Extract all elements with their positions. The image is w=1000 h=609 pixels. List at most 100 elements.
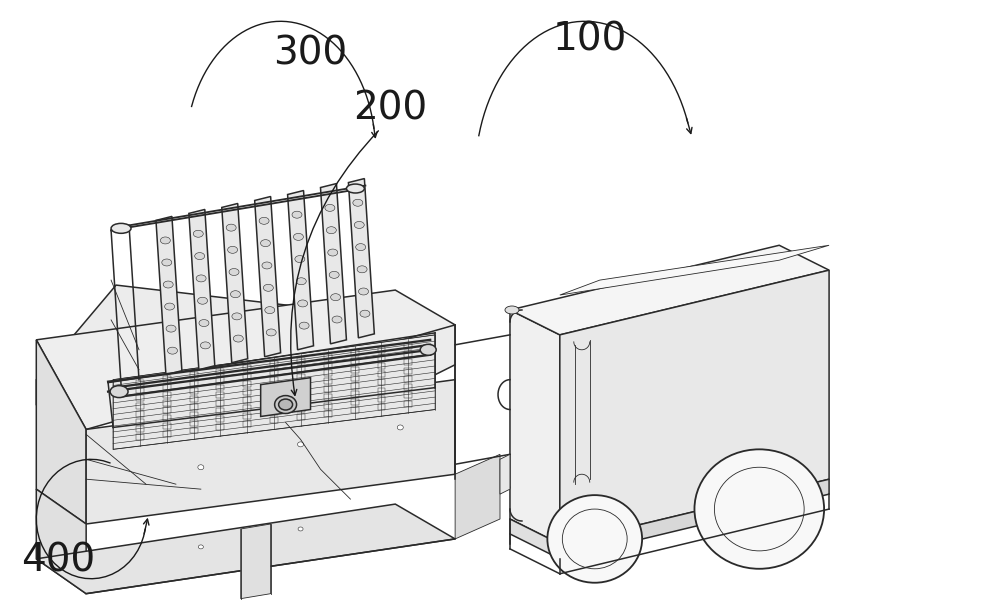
- Bar: [404, 351, 412, 357]
- Ellipse shape: [262, 262, 272, 269]
- Bar: [351, 358, 359, 364]
- Polygon shape: [36, 504, 455, 594]
- Bar: [297, 382, 305, 388]
- Bar: [297, 357, 305, 364]
- Polygon shape: [510, 245, 829, 335]
- Ellipse shape: [353, 199, 363, 206]
- Bar: [404, 368, 412, 373]
- Ellipse shape: [200, 342, 210, 349]
- Bar: [324, 378, 332, 384]
- Polygon shape: [189, 209, 215, 370]
- Ellipse shape: [111, 224, 131, 233]
- Bar: [297, 365, 305, 371]
- Ellipse shape: [232, 313, 242, 320]
- Bar: [378, 363, 385, 369]
- Ellipse shape: [233, 335, 243, 342]
- Ellipse shape: [359, 288, 369, 295]
- Bar: [351, 383, 359, 389]
- Ellipse shape: [420, 344, 436, 355]
- Bar: [243, 373, 251, 379]
- Bar: [136, 387, 144, 393]
- Bar: [163, 407, 171, 414]
- Bar: [270, 393, 278, 400]
- Bar: [190, 412, 198, 418]
- Bar: [190, 404, 198, 410]
- Bar: [216, 408, 224, 414]
- Ellipse shape: [505, 306, 519, 314]
- Polygon shape: [36, 285, 455, 404]
- Ellipse shape: [160, 237, 170, 244]
- Bar: [163, 384, 171, 390]
- Bar: [324, 386, 332, 392]
- Ellipse shape: [325, 205, 335, 211]
- Bar: [270, 378, 278, 383]
- Polygon shape: [36, 290, 455, 429]
- Bar: [378, 371, 385, 377]
- Polygon shape: [510, 310, 560, 544]
- Bar: [190, 380, 198, 386]
- Bar: [404, 401, 412, 407]
- Bar: [136, 434, 144, 440]
- Ellipse shape: [295, 256, 305, 262]
- Ellipse shape: [167, 347, 177, 354]
- Bar: [378, 396, 385, 402]
- Bar: [351, 375, 359, 381]
- Ellipse shape: [346, 184, 364, 193]
- Bar: [216, 416, 224, 422]
- Polygon shape: [348, 178, 374, 338]
- Ellipse shape: [196, 275, 206, 282]
- Ellipse shape: [331, 294, 341, 301]
- Ellipse shape: [165, 303, 175, 310]
- Ellipse shape: [296, 278, 306, 285]
- Ellipse shape: [198, 545, 203, 549]
- Bar: [216, 368, 224, 375]
- Ellipse shape: [265, 307, 275, 314]
- Ellipse shape: [266, 329, 276, 336]
- Bar: [324, 395, 332, 401]
- Ellipse shape: [198, 465, 204, 470]
- Text: 300: 300: [273, 34, 348, 72]
- Bar: [297, 390, 305, 396]
- Polygon shape: [36, 489, 86, 594]
- Text: 200: 200: [353, 90, 427, 128]
- Ellipse shape: [166, 325, 176, 332]
- Bar: [243, 381, 251, 387]
- Bar: [404, 392, 412, 398]
- Bar: [136, 418, 144, 424]
- Bar: [270, 369, 278, 375]
- Bar: [351, 350, 359, 356]
- Bar: [297, 374, 305, 379]
- Ellipse shape: [360, 310, 370, 317]
- Polygon shape: [36, 340, 86, 524]
- Ellipse shape: [198, 297, 208, 304]
- Ellipse shape: [292, 211, 302, 218]
- Ellipse shape: [694, 449, 824, 569]
- Ellipse shape: [193, 230, 203, 238]
- Polygon shape: [560, 479, 829, 559]
- Bar: [404, 384, 412, 390]
- Ellipse shape: [261, 240, 270, 247]
- Bar: [351, 407, 359, 414]
- Bar: [404, 359, 412, 365]
- Bar: [136, 380, 144, 385]
- Bar: [216, 424, 224, 430]
- Bar: [324, 370, 332, 376]
- Ellipse shape: [259, 217, 269, 224]
- Bar: [378, 404, 385, 410]
- Bar: [351, 399, 359, 405]
- Ellipse shape: [275, 396, 297, 414]
- Bar: [243, 389, 251, 395]
- Ellipse shape: [547, 495, 642, 583]
- Ellipse shape: [332, 316, 342, 323]
- Bar: [378, 387, 385, 393]
- Bar: [297, 398, 305, 404]
- Ellipse shape: [230, 290, 240, 298]
- Bar: [216, 400, 224, 406]
- Polygon shape: [560, 270, 829, 544]
- Bar: [190, 420, 198, 426]
- Polygon shape: [288, 191, 314, 350]
- Ellipse shape: [199, 320, 209, 326]
- Bar: [404, 376, 412, 382]
- Ellipse shape: [354, 222, 364, 228]
- Bar: [378, 379, 385, 385]
